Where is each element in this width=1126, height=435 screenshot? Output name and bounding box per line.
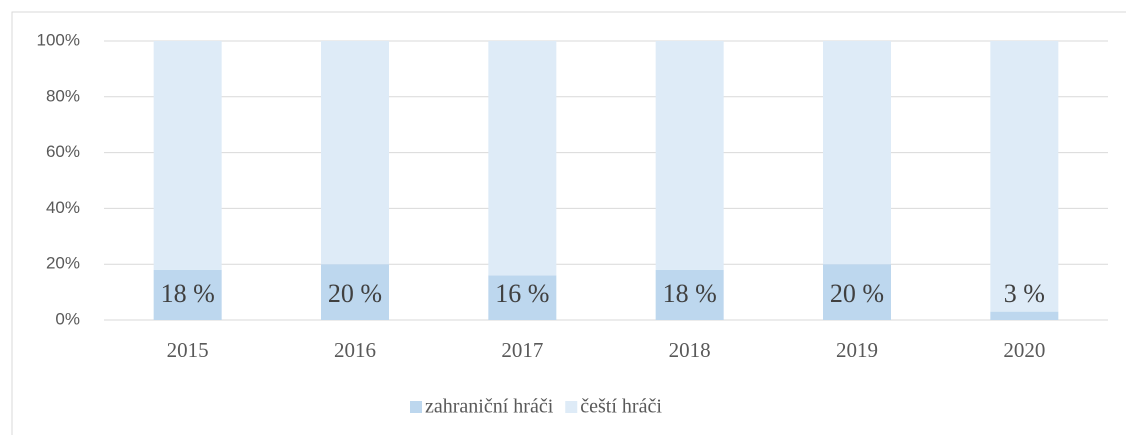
x-tick-label: 2020 [1003,338,1045,362]
y-tick-label: 80% [46,86,80,105]
bar-segment [488,41,557,276]
legend-label: zahraniční hráči [425,396,554,418]
bar-segment [823,41,891,265]
bar-segment [655,41,724,270]
y-tick-label: 60% [46,142,80,161]
data-label: 18 % [663,279,717,308]
bar-segment [488,275,557,320]
x-tick-label: 2015 [167,338,209,362]
x-tick-label: 2017 [501,338,543,362]
data-label: 20 % [830,279,884,308]
data-label: 16 % [495,279,549,308]
data-label: 20 % [328,279,382,308]
x-tick-label: 2019 [836,338,878,362]
y-tick-label: 0% [55,309,80,328]
legend-label: čeští hráči [580,396,662,418]
bar-segment [990,311,1059,320]
bar-segment [655,269,724,320]
bar-segment [321,264,389,320]
chart-border [11,11,1126,435]
bar-segment [321,41,389,265]
bar-segment [990,41,1059,312]
y-tick-label: 40% [46,198,80,217]
data-label: 3 % [1004,279,1045,308]
legend-swatch [565,401,578,413]
y-tick-label: 20% [46,254,80,273]
x-tick-label: 2018 [669,338,711,362]
y-tick-label: 100% [37,30,80,49]
data-label: 18 % [161,279,215,308]
bar-segment [153,269,222,320]
bar-segment [823,264,891,320]
x-tick-label: 2016 [334,338,376,362]
legend-swatch [410,401,422,413]
bar-segment [153,41,222,270]
